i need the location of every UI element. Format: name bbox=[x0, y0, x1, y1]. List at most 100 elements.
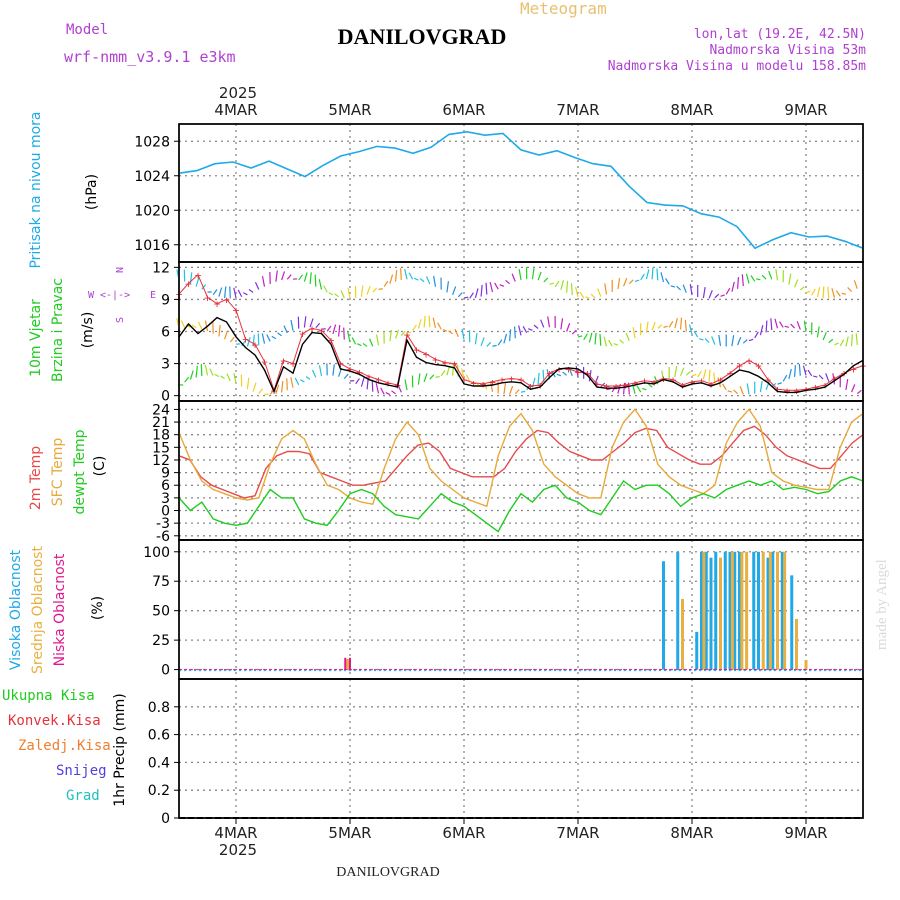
wind-barb bbox=[184, 376, 190, 383]
wind-barb bbox=[665, 278, 670, 285]
wind-barb bbox=[756, 278, 761, 281]
wind-barb bbox=[531, 268, 535, 280]
wind-barb bbox=[594, 332, 597, 345]
mid-cloud-bar bbox=[768, 551, 772, 670]
mid-cloud-bar bbox=[804, 660, 808, 670]
wind-barb bbox=[845, 336, 849, 347]
wind-barb bbox=[577, 335, 583, 338]
gust-marker: + bbox=[499, 374, 506, 387]
compass-east: E bbox=[150, 290, 156, 301]
ytick-label: 6 bbox=[161, 478, 170, 494]
wind-barb bbox=[465, 374, 471, 382]
wind-barb bbox=[799, 286, 805, 291]
ytick-label: 0.6 bbox=[148, 728, 170, 744]
wind-barb bbox=[446, 365, 451, 376]
wind-barb bbox=[775, 269, 779, 281]
gust-marker: + bbox=[480, 378, 487, 391]
wind-barb bbox=[746, 383, 750, 395]
wind-barb bbox=[651, 321, 656, 331]
panel-frame bbox=[178, 123, 864, 263]
wind-barb bbox=[380, 387, 385, 395]
wind-barb bbox=[195, 277, 200, 287]
high-cloud-bar bbox=[700, 551, 703, 670]
wind-barb bbox=[774, 318, 779, 329]
ytick-label: 0.4 bbox=[148, 755, 170, 771]
wind-barb bbox=[305, 376, 311, 380]
wind-barb bbox=[372, 287, 378, 293]
wind-barb bbox=[691, 373, 697, 377]
wind-barb bbox=[246, 377, 250, 390]
wind-barb bbox=[802, 365, 807, 376]
wind-barb bbox=[647, 383, 653, 388]
ytick-label: 0.2 bbox=[148, 783, 170, 799]
wind-barb bbox=[423, 373, 428, 383]
wind-barb bbox=[480, 337, 485, 346]
wind-barb bbox=[452, 364, 455, 376]
wind-barb bbox=[590, 293, 596, 299]
wind-barb bbox=[759, 325, 764, 336]
model-label: Model bbox=[66, 22, 108, 38]
wind-barb bbox=[474, 288, 479, 299]
wind-barb bbox=[737, 336, 742, 346]
wind-barb bbox=[841, 292, 847, 295]
wind-unit: (m/s) bbox=[80, 312, 96, 349]
high-cloud-bar bbox=[780, 551, 784, 670]
wind-barb bbox=[485, 282, 488, 295]
station-elevation: Nadmorska Visina 53m bbox=[709, 43, 866, 58]
ytick-label: 12 bbox=[152, 260, 170, 276]
low-cloud-ylabel: Niska Oblacnost bbox=[52, 553, 68, 666]
wind-barb bbox=[834, 342, 839, 346]
panel-frame bbox=[178, 678, 864, 819]
ytick-label: 0 bbox=[161, 504, 170, 520]
day-label-top: 5MAR bbox=[328, 101, 371, 119]
wind-barb bbox=[454, 328, 459, 338]
wind-barb bbox=[674, 365, 678, 378]
wind-barb bbox=[214, 373, 220, 378]
day-label-bottom: 7MAR bbox=[556, 824, 599, 842]
wind-barb bbox=[748, 338, 754, 342]
wind-ylabel-sub: Brzina i Pravac bbox=[50, 278, 66, 382]
wind-barb bbox=[761, 274, 767, 280]
wind-barb bbox=[332, 364, 335, 376]
wind-barb bbox=[298, 274, 303, 281]
gust-marker: + bbox=[850, 363, 857, 376]
wind-barb bbox=[258, 388, 264, 394]
wind-barb bbox=[261, 275, 266, 287]
wind-barb bbox=[338, 325, 341, 337]
wind-barb bbox=[520, 390, 526, 393]
wind-barb bbox=[623, 277, 628, 287]
day-label-bottom: 4MAR bbox=[214, 824, 257, 842]
wind-barb bbox=[805, 290, 811, 294]
wind-barb bbox=[395, 329, 400, 339]
wind-barb bbox=[599, 334, 602, 346]
wind-barb bbox=[428, 315, 431, 328]
wind-barb bbox=[611, 385, 617, 393]
wind-barb bbox=[283, 325, 288, 334]
wind-barb bbox=[209, 368, 214, 376]
wind-barb bbox=[640, 273, 645, 281]
wind-barb bbox=[684, 319, 687, 332]
gust-marker: + bbox=[508, 373, 515, 386]
high-cloud-bar bbox=[766, 557, 770, 670]
wind-barb bbox=[366, 285, 371, 295]
wind-barb bbox=[720, 294, 725, 297]
wind-barb bbox=[660, 272, 665, 283]
ytick-label: 0 bbox=[161, 811, 170, 827]
wind-barb bbox=[856, 389, 862, 395]
ytick-label: 50 bbox=[152, 604, 170, 620]
day-label-bottom: 8MAR bbox=[670, 824, 713, 842]
wind-barb bbox=[784, 325, 790, 328]
wind-barb bbox=[503, 333, 508, 344]
wind-barb bbox=[309, 272, 312, 284]
day-label-bottom: 9MAR bbox=[784, 824, 827, 842]
wind-barb bbox=[739, 386, 744, 395]
wind-barb bbox=[588, 332, 593, 343]
wind-barb bbox=[435, 376, 440, 378]
mid-cloud-bar bbox=[346, 658, 350, 670]
wind-barb bbox=[355, 378, 360, 385]
precip-legend-hail: Grad bbox=[66, 788, 100, 804]
wind-barb bbox=[741, 274, 744, 287]
day-label-bottom: 6MAR bbox=[442, 824, 485, 842]
mid-cloud-bar bbox=[719, 557, 722, 670]
